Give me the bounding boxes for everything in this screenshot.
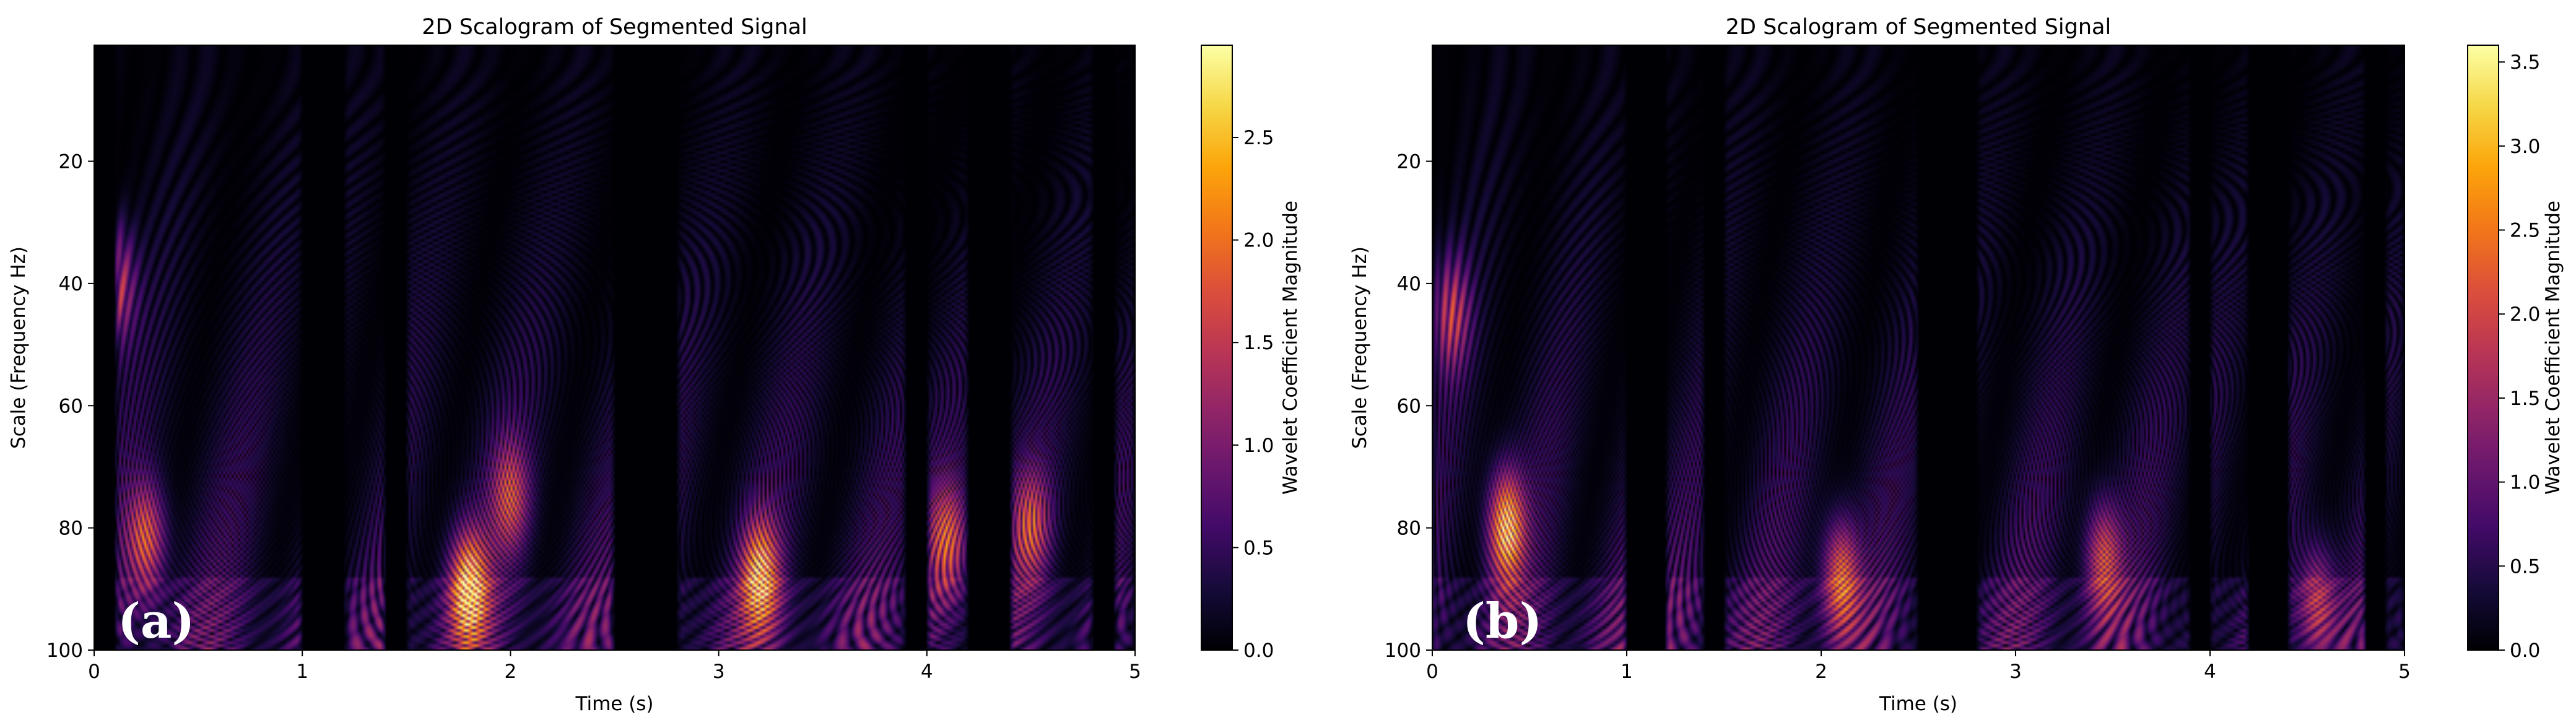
y-tick-label: 60	[59, 395, 83, 417]
x-tick-label: 1	[296, 661, 308, 683]
y-tick-label: 20	[1397, 151, 1421, 173]
colorbar-frame	[1201, 45, 1233, 651]
colorbar-tick-label: 0.0	[2510, 640, 2540, 662]
scalogram-heatmap	[94, 45, 1135, 650]
x-tick-label: 4	[921, 661, 933, 683]
scalogram-heatmap	[1432, 45, 2404, 650]
colorbar-tick-label: 1.0	[1243, 435, 1274, 457]
panel-label: (a)	[118, 593, 194, 649]
panel-a: 2D Scalogram of Segmented Signal 0 1 2 3 4 5 Ti…	[7, 15, 1302, 715]
colorbar-tick-label: 3.5	[2510, 51, 2540, 74]
x-axis-label: Time (s)	[1879, 693, 1957, 715]
colorbar-tick-label: 1.5	[2510, 388, 2540, 410]
y-tick-label: 40	[59, 273, 83, 295]
axes-frame	[94, 45, 1136, 651]
colorbar-tick-label: 0.0	[1243, 640, 1274, 662]
x-tick-label: 4	[2204, 661, 2216, 683]
colorbar-tick-label: 1.0	[2510, 472, 2540, 494]
colorbar-tick-label: 0.5	[2510, 555, 2540, 578]
x-tick-label: 3	[2009, 661, 2022, 683]
colorbar-tick-label: 2.0	[2510, 303, 2540, 326]
x-tick-label: 1	[1621, 661, 1633, 683]
y-tick-label: 20	[59, 151, 83, 173]
colorbar-tick-label: 3.0	[2510, 136, 2540, 158]
panel-label: (b)	[1463, 593, 1542, 649]
colorbar-tick-label: 0.5	[1243, 537, 1274, 559]
y-tick-label: 100	[46, 640, 83, 662]
y-tick-label: 100	[1385, 640, 1421, 662]
y-axis-label: Scale (Frequency Hz)	[7, 246, 30, 449]
y-tick-label: 80	[1397, 518, 1421, 540]
colorbar-gradient	[1201, 45, 1232, 650]
y-tick-label: 80	[59, 518, 83, 540]
x-tick-label: 2	[505, 661, 517, 683]
x-tick-label: 3	[713, 661, 725, 683]
x-tick-label: 0	[88, 661, 100, 683]
y-tick-label: 40	[1397, 273, 1421, 295]
colorbar-tick-label: 2.0	[1243, 230, 1274, 252]
colorbar-tick-label: 2.5	[2510, 220, 2540, 242]
axes-frame	[1432, 45, 2405, 651]
colorbar-gradient	[2468, 45, 2499, 650]
colorbar-label: Wavelet Coefficient Magnitude	[1279, 201, 1302, 495]
colorbar-frame	[2467, 45, 2499, 651]
x-tick-label: 5	[1129, 661, 1141, 683]
chart-title: 2D Scalogram of Segmented Signal	[1726, 15, 2111, 40]
chart-title: 2D Scalogram of Segmented Signal	[422, 15, 807, 40]
x-tick-label: 0	[1426, 661, 1438, 683]
colorbar-label: Wavelet Coefficient Magnitude	[2542, 201, 2564, 495]
panel-b: 2D Scalogram of Segmented Signal 0 1 2 3 4 5 Ti…	[1349, 15, 2564, 715]
x-tick-label: 5	[2398, 661, 2411, 683]
y-tick-label: 60	[1397, 395, 1421, 417]
x-axis-label: Time (s)	[575, 693, 653, 715]
x-tick-label: 2	[1815, 661, 1827, 683]
colorbar-tick-label: 2.5	[1243, 127, 1274, 149]
colorbar-tick-label: 1.5	[1243, 332, 1274, 354]
y-axis-label: Scale (Frequency Hz)	[1349, 246, 1371, 449]
